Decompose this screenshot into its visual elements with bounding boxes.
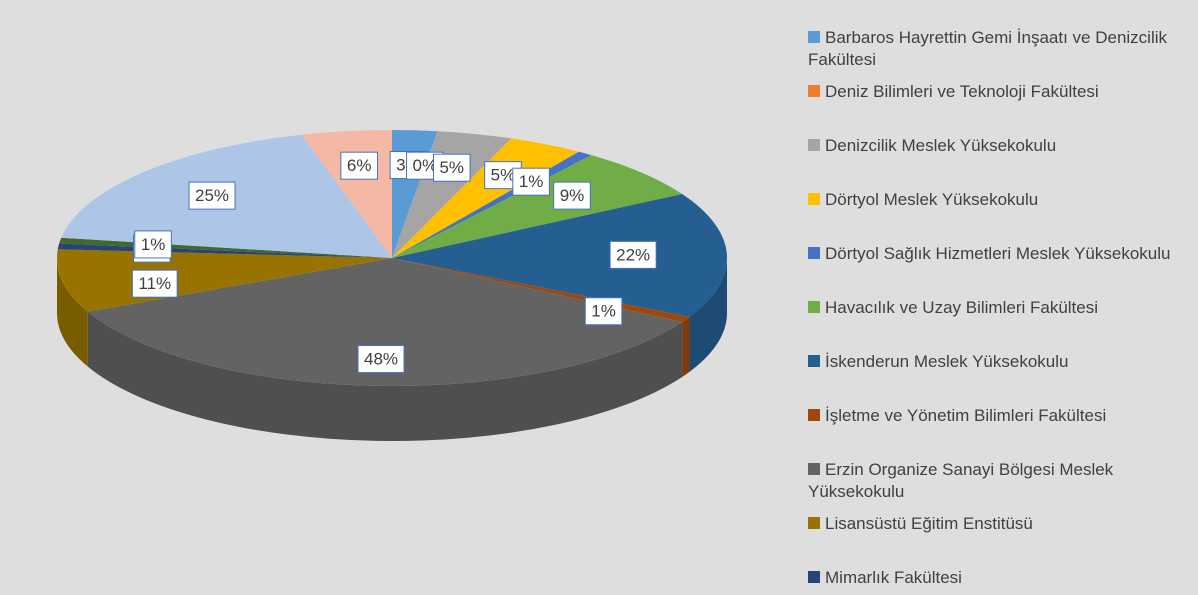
data-label: 0% — [413, 156, 438, 175]
legend-swatch — [808, 517, 820, 529]
data-label: 9% — [560, 186, 585, 205]
legend-swatch — [808, 31, 820, 43]
legend-swatch — [808, 85, 820, 97]
data-label-box — [340, 151, 378, 180]
legend-swatch — [808, 193, 820, 205]
data-label-box — [131, 269, 178, 298]
legend-swatch — [808, 247, 820, 259]
data-label-box — [609, 240, 657, 269]
data-label: 5% — [491, 166, 516, 185]
slice-side — [57, 258, 88, 367]
data-label: 1% — [591, 302, 616, 321]
data-label-box — [134, 230, 172, 259]
legend-entry: Lisansüstü Eğitim Enstitüsü — [808, 513, 1193, 535]
slice-side — [682, 316, 690, 377]
legend-label: Erzin Organize Sanayi Bölgesi Meslek Yük… — [808, 460, 1114, 501]
legend-label: Havacılık ve Uzay Bilimleri Fakültesi — [825, 298, 1099, 317]
data-label-box — [553, 181, 591, 210]
data-label: 22% — [616, 245, 650, 264]
legend-entry: Erzin Organize Sanayi Bölgesi Meslek Yük… — [808, 459, 1193, 503]
legend-label: Deniz Bilimleri ve Teknoloji Fakültesi — [825, 82, 1099, 101]
legend-swatch — [808, 139, 820, 151]
data-label: 6% — [347, 156, 372, 175]
data-label: 11% — [138, 274, 171, 293]
legend-label: Dörtyol Sağlık Hizmetleri Meslek Yükseko… — [825, 244, 1171, 263]
slice-side — [87, 311, 683, 441]
legend-label: Denizcilik Meslek Yüksekokulu — [825, 136, 1057, 155]
legend-label: Dörtyol Meslek Yüksekokulu — [825, 190, 1039, 209]
data-label-box — [512, 167, 550, 196]
legend-entry: Deniz Bilimleri ve Teknoloji Fakültesi — [808, 81, 1193, 103]
legend-label: İşletme ve Yönetim Bilimleri Fakültesi — [825, 406, 1107, 425]
legend-swatch — [808, 409, 820, 421]
legend-label: İskenderun Meslek Yüksekokulu — [825, 352, 1069, 371]
legend-swatch — [808, 571, 820, 583]
legend-entry: Dörtyol Sağlık Hizmetleri Meslek Yükseko… — [808, 243, 1193, 265]
data-label: 5% — [439, 158, 464, 177]
data-label-box — [432, 153, 471, 182]
legend-entry: Mimarlık Fakültesi — [808, 567, 1193, 589]
slice-side — [689, 258, 727, 372]
data-label: 48% — [364, 350, 398, 369]
legend-entry: Havacılık ve Uzay Bilimleri Fakültesi — [808, 297, 1193, 319]
pie-area: 3%0%5%5%1%9%22%1%48%11%1%1%25%6% — [56, 130, 727, 441]
data-label-box — [188, 181, 236, 210]
legend-entry: Denizcilik Meslek Yüksekokulu — [808, 135, 1193, 157]
data-label: 1% — [519, 172, 544, 191]
legend-swatch — [808, 301, 820, 313]
data-label: 1% — [141, 235, 166, 254]
slice — [392, 131, 512, 258]
legend-entry: İşletme ve Yönetim Bilimleri Fakültesi — [808, 405, 1193, 427]
slice — [87, 258, 683, 386]
legend-label: Barbaros Hayrettin Gemi İnşaatı ve Deniz… — [808, 28, 1168, 69]
legend-entry: Barbaros Hayrettin Gemi İnşaatı ve Deniz… — [808, 27, 1193, 71]
legend-entry: Dörtyol Meslek Yüksekokulu — [808, 189, 1193, 211]
legend-swatch — [808, 355, 820, 367]
slice — [392, 194, 727, 317]
data-label-box — [584, 297, 623, 326]
data-label-box — [357, 345, 405, 374]
legend-swatch — [808, 463, 820, 475]
legend-label: Lisansüstü Eğitim Enstitüsü — [825, 514, 1033, 533]
data-label: 25% — [195, 186, 229, 205]
slice — [392, 155, 683, 258]
legend-entry: İskenderun Meslek Yüksekokulu — [808, 351, 1193, 373]
legend-label: Mimarlık Fakültesi — [825, 568, 962, 587]
